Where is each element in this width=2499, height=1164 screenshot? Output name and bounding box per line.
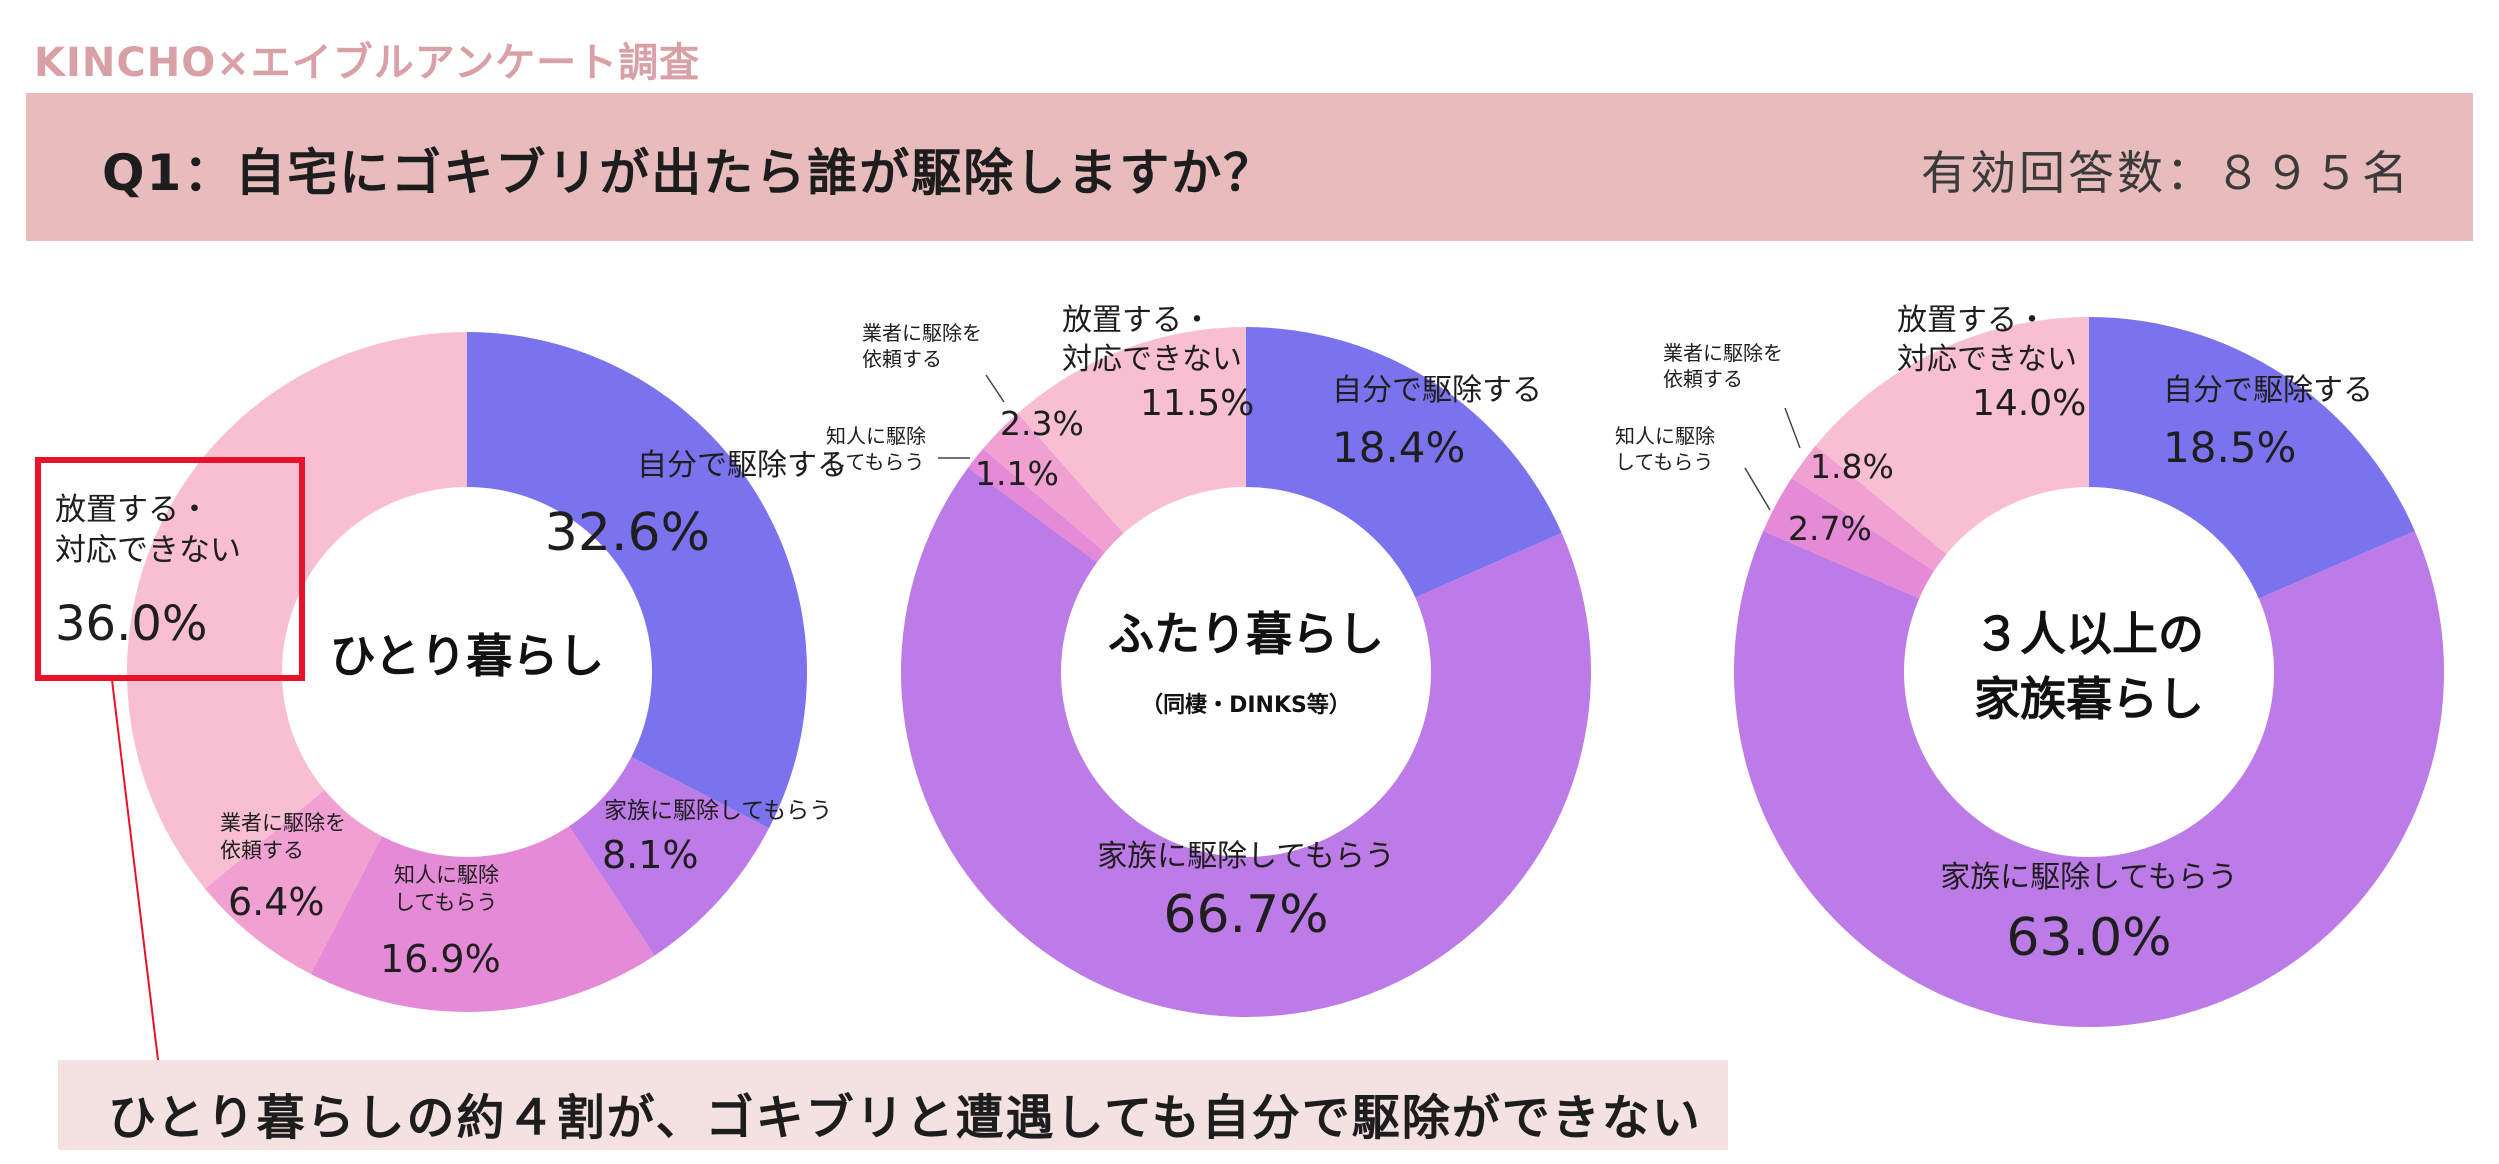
donut3-label-acquaintance: 知人に駆除してもらう <box>1615 424 1715 474</box>
donut3-value-family: 63.0% <box>2006 908 2171 968</box>
donut1-label-family: 家族に駆除してもらう <box>604 798 832 824</box>
donut1-value-self: 32.6% <box>545 503 710 563</box>
donut3-slice-self <box>2089 317 2415 599</box>
brand-title: KINCHO×エイブルアンケート調査 <box>34 40 701 86</box>
donut2-center-label: ふたり暮らし <box>1108 607 1384 661</box>
donut2-label-self: 自分で駆除する <box>1332 373 1542 408</box>
donut3-slice-family <box>1734 531 2444 1027</box>
donut1-slice-self <box>467 332 807 829</box>
donut3-value-acquaintance: 2.7% <box>1788 509 1872 548</box>
donut2-value-pro: 2.3% <box>1000 404 1084 443</box>
donut3-value-self: 18.5% <box>2163 423 2296 472</box>
donut2-leader-line <box>985 374 1005 403</box>
donut1-label-leave: 放置する・対応できない <box>55 492 241 568</box>
conclusion-box: ひとり暮らしの約４割が、ゴキブリと遭遇しても自分で駆除ができない <box>58 1060 1728 1150</box>
donut2-slice-acquaintance <box>968 448 1105 563</box>
donut2-label-pro: 業者に駆除を依頼する <box>862 321 982 371</box>
donut3-slice-pro <box>1791 445 1947 571</box>
donut2-label-family: 家族に駆除してもらう <box>1097 839 1395 874</box>
donut3-slice-leave <box>1815 317 2089 555</box>
donut3-value-pro: 1.8% <box>1810 447 1894 486</box>
donut3-leader-line <box>1744 467 1771 511</box>
donut1-slice-acquaintance <box>310 826 655 1012</box>
donut2-label-leave: 放置する・対応できない <box>1062 303 1242 377</box>
donut1-value-family: 8.1% <box>602 833 699 877</box>
question-banner: Q1：自宅にゴキブリが出たら誰が駆除しますか？ 有効回答数：８９５名 <box>26 93 2473 241</box>
donut2-value-self: 18.4% <box>1332 423 1465 472</box>
donut2-slice-self <box>1246 327 1562 598</box>
donut2-slice-leave <box>1017 327 1246 534</box>
donut3-center-sublabel: 家族暮らし <box>1974 672 2204 726</box>
donut3-label-self: 自分で駆除する <box>2163 373 2373 408</box>
donut2-value-family: 66.7% <box>1163 885 1328 945</box>
donut1-label-pro: 業者に駆除を依頼する <box>220 811 346 862</box>
donut1-value-leave: 36.0% <box>55 596 207 652</box>
donut1-slice-family <box>569 757 769 956</box>
donut3-leader-line <box>1784 407 1801 449</box>
conclusion-text: ひとり暮らしの約４割が、ゴキブリと遭遇しても自分で駆除ができない <box>108 1090 1702 1146</box>
question-text: Q1：自宅にゴキブリが出たら誰が駆除しますか？ <box>102 144 1276 202</box>
donut3-value-leave: 14.0% <box>1972 383 2086 424</box>
donut3-center-label: ３人以上の <box>1974 607 2204 661</box>
respondent-count: 有効回答数：８９５名 <box>1921 146 2411 200</box>
donut1-value-pro: 6.4% <box>228 880 325 924</box>
donut2-slice-pro <box>982 413 1124 553</box>
donut1-value-acquaintance: 16.9% <box>380 937 501 981</box>
donut2-value-leave: 11.5% <box>1140 383 1254 424</box>
donut1-label-acquaintance: 知人に駆除してもらう <box>394 863 499 914</box>
donut3-slice-acquaintance <box>1763 478 1935 599</box>
donut3-label-leave: 放置する・対応できない <box>1897 303 2077 377</box>
donut1-center-label: ひとり暮らし <box>330 629 605 683</box>
donut1-label-self: 自分で駆除する <box>637 448 847 483</box>
donut2-value-acquaintance: 1.1% <box>975 454 1059 493</box>
donut3-label-family: 家族に駆除してもらう <box>1940 860 2238 895</box>
highlight-pointer-line <box>111 679 159 1061</box>
donut2-label-acquaintance: 知人に駆除してもらう <box>826 424 926 474</box>
donut2-slice-family <box>900 467 1591 1018</box>
donut3-label-pro: 業者に駆除を依頼する <box>1663 341 1783 391</box>
donut1-slice-pro <box>205 789 382 974</box>
donut1-slice-leave <box>126 332 467 889</box>
highlight-box <box>35 457 305 681</box>
donut2-center-sublabel: （同棲・DINKS等） <box>1141 692 1351 718</box>
